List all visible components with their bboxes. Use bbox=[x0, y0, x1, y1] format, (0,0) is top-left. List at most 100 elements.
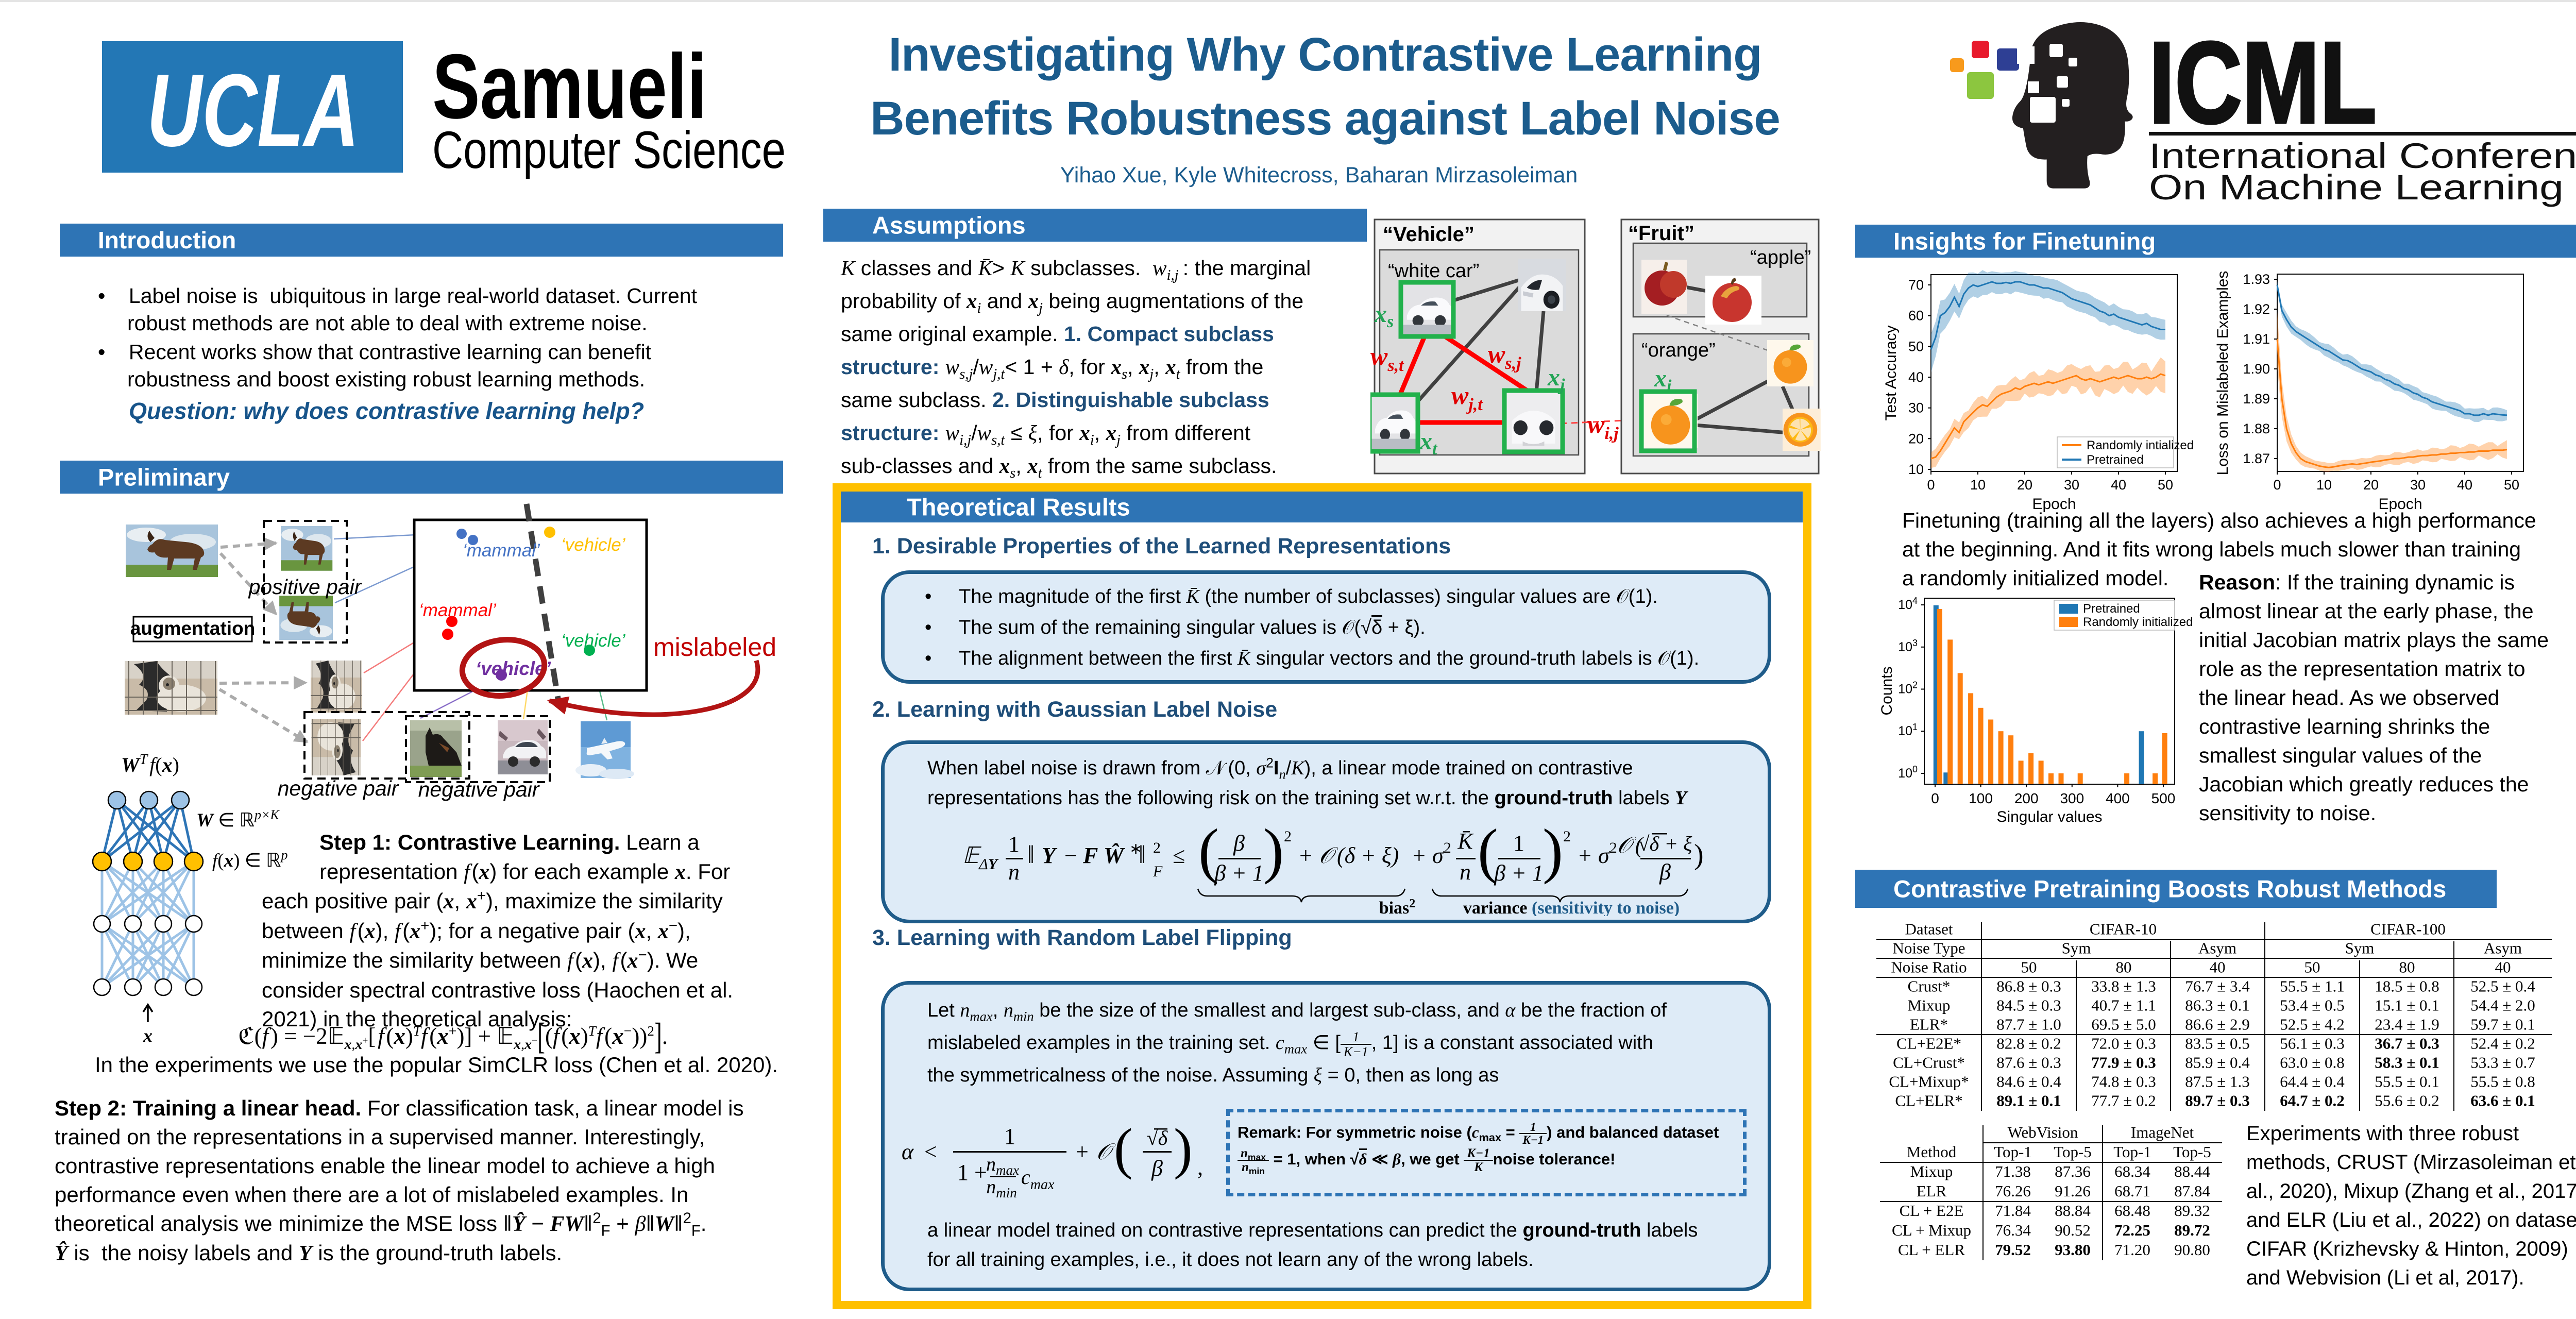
svg-text:Computer Science: Computer Science bbox=[432, 121, 786, 179]
svg-text:1: 1 bbox=[1513, 831, 1524, 856]
svg-text:55.5 ± 0.1: 55.5 ± 0.1 bbox=[2375, 1073, 2439, 1091]
svg-text:σ2: σ2 bbox=[1432, 839, 1451, 868]
svg-text:bias2: bias2 bbox=[1379, 897, 1416, 916]
svg-text:1.90: 1.90 bbox=[2243, 361, 2270, 377]
svg-text:β + 1: β + 1 bbox=[1214, 860, 1264, 886]
svg-text:Mixup: Mixup bbox=[1908, 996, 1951, 1014]
svg-text:53.4 ± 0.5: 53.4 ± 0.5 bbox=[2280, 996, 2345, 1014]
svg-text:√δ + ξ: √δ + ξ bbox=[1638, 832, 1693, 855]
svg-text:“apple”: “apple” bbox=[1750, 247, 1811, 268]
svg-text:90.52: 90.52 bbox=[2055, 1221, 2091, 1239]
svg-text:71.20: 71.20 bbox=[2114, 1241, 2150, 1259]
svg-text:UCLA: UCLA bbox=[147, 53, 359, 168]
svg-text:Pretrained: Pretrained bbox=[2083, 602, 2140, 616]
svg-text:ImageNet: ImageNet bbox=[2131, 1123, 2194, 1141]
svg-text:<: < bbox=[924, 1139, 937, 1164]
svg-text:f(x) ∈ ℝp: f(x) ∈ ℝp bbox=[212, 848, 287, 872]
svg-text:54.4 ± 2.0: 54.4 ± 2.0 bbox=[2470, 996, 2535, 1014]
svg-text:CL+Mixup*: CL+Mixup* bbox=[1889, 1073, 1969, 1091]
svg-text:Sym: Sym bbox=[2062, 939, 2091, 957]
svg-text:Top-5: Top-5 bbox=[2054, 1143, 2092, 1161]
svg-text:1.87: 1.87 bbox=[2243, 451, 2270, 466]
svg-text:89.7 ± 0.3: 89.7 ± 0.3 bbox=[2185, 1092, 2250, 1110]
svg-text:30: 30 bbox=[1908, 400, 1924, 416]
svg-text:Loss on Mislabeled Examples: Loss on Mislabeled Examples bbox=[2214, 271, 2231, 476]
svg-text:88.44: 88.44 bbox=[2174, 1162, 2210, 1180]
svg-text:68.34: 68.34 bbox=[2114, 1162, 2150, 1180]
svg-text:K̄: K̄ bbox=[1457, 828, 1474, 854]
svg-text:2: 2 bbox=[1284, 828, 1292, 845]
svg-text:Counts: Counts bbox=[1878, 666, 1895, 715]
svg-text:63.0 ± 0.8: 63.0 ± 0.8 bbox=[2280, 1054, 2345, 1072]
svg-text:80: 80 bbox=[2116, 958, 2132, 976]
svg-text:87.6 ± 0.3: 87.6 ± 0.3 bbox=[1996, 1054, 2061, 1072]
svg-text:40: 40 bbox=[1908, 369, 1924, 385]
svg-text:Dataset: Dataset bbox=[1905, 920, 1953, 938]
svg-text:‘mammal’: ‘mammal’ bbox=[419, 600, 497, 620]
svg-text:72.25: 72.25 bbox=[2114, 1221, 2150, 1239]
svg-text:+: + bbox=[1413, 843, 1426, 868]
svg-text:CL+Crust*: CL+Crust* bbox=[1893, 1054, 1965, 1072]
svg-text:Epoch: Epoch bbox=[2032, 496, 2076, 513]
svg-text:36.7 ± 0.3: 36.7 ± 0.3 bbox=[2375, 1035, 2439, 1053]
svg-text:87.36: 87.36 bbox=[2055, 1162, 2091, 1180]
svg-text:“Fruit”: “Fruit” bbox=[1628, 222, 1694, 245]
svg-text:n: n bbox=[1008, 859, 1020, 885]
svg-text:20: 20 bbox=[2017, 477, 2032, 493]
svg-text:1.93: 1.93 bbox=[2243, 272, 2270, 287]
svg-text:40.7 ± 1.1: 40.7 ± 1.1 bbox=[2091, 996, 2156, 1014]
svg-text:50: 50 bbox=[2304, 958, 2320, 976]
svg-text:64.4 ± 0.4: 64.4 ± 0.4 bbox=[2280, 1073, 2345, 1091]
svg-text:1.89: 1.89 bbox=[2243, 391, 2270, 407]
svg-text:90.80: 90.80 bbox=[2174, 1241, 2210, 1259]
svg-text:87.84: 87.84 bbox=[2174, 1182, 2210, 1200]
svg-text:Top-5: Top-5 bbox=[2173, 1143, 2211, 1161]
svg-text:100: 100 bbox=[1969, 790, 1993, 806]
svg-text:55.6 ± 0.2: 55.6 ± 0.2 bbox=[2375, 1092, 2439, 1110]
svg-text:86.3 ± 0.1: 86.3 ± 0.1 bbox=[2185, 996, 2250, 1014]
svg-text:52.4 ± 0.2: 52.4 ± 0.2 bbox=[2470, 1035, 2535, 1053]
svg-text:71.38: 71.38 bbox=[1995, 1162, 2031, 1180]
svg-text:86.8 ± 0.3: 86.8 ± 0.3 bbox=[1996, 977, 2061, 995]
svg-text:100: 100 bbox=[1898, 764, 1918, 781]
svg-text:Pretrained: Pretrained bbox=[2087, 453, 2144, 467]
svg-text:β: β bbox=[1151, 1156, 1163, 1181]
svg-text:positive pair: positive pair bbox=[248, 575, 363, 599]
svg-text:“Vehicle”: “Vehicle” bbox=[1383, 223, 1475, 246]
svg-text:): ) bbox=[1263, 817, 1284, 885]
svg-text:On Machine Learning: On Machine Learning bbox=[2149, 167, 2564, 207]
svg-text:Asym: Asym bbox=[2198, 939, 2236, 957]
svg-text:20: 20 bbox=[2363, 477, 2379, 493]
svg-text:64.7 ± 0.2: 64.7 ± 0.2 bbox=[2280, 1092, 2345, 1110]
svg-text:): ) bbox=[1694, 839, 1704, 871]
svg-text:93.80: 93.80 bbox=[2055, 1241, 2091, 1259]
svg-text:10: 10 bbox=[1970, 477, 1986, 493]
svg-text:55.5 ± 0.8: 55.5 ± 0.8 bbox=[2470, 1073, 2535, 1091]
svg-text:Noise Type: Noise Type bbox=[1892, 939, 1965, 957]
svg-text:69.5 ± 5.0: 69.5 ± 5.0 bbox=[2091, 1016, 2156, 1034]
svg-text:30: 30 bbox=[2064, 477, 2079, 493]
svg-text:Epoch: Epoch bbox=[2378, 496, 2422, 513]
svg-text:σ2𝒪 (: σ2𝒪 ( bbox=[1598, 833, 1644, 868]
svg-text:18.5 ± 0.8: 18.5 ± 0.8 bbox=[2375, 977, 2439, 995]
svg-text:84.6 ± 0.4: 84.6 ± 0.4 bbox=[1996, 1073, 2061, 1091]
svg-text:10: 10 bbox=[2316, 477, 2332, 493]
svg-text:ELR*: ELR* bbox=[1910, 1016, 1948, 1034]
svg-text:−: − bbox=[1064, 843, 1077, 868]
svg-text:50: 50 bbox=[2504, 477, 2519, 493]
svg-text:56.1 ± 0.3: 56.1 ± 0.3 bbox=[2280, 1035, 2345, 1053]
svg-text:400: 400 bbox=[2106, 790, 2130, 806]
svg-text:CL+E2E*: CL+E2E* bbox=[1896, 1035, 1961, 1053]
svg-text:International Conference: International Conference bbox=[2149, 136, 2576, 176]
svg-text:87.7 ± 1.0: 87.7 ± 1.0 bbox=[1996, 1016, 2061, 1034]
svg-text:nmax: nmax bbox=[986, 1154, 1019, 1178]
svg-text:1.91: 1.91 bbox=[2243, 331, 2270, 347]
svg-text:): ) bbox=[1174, 1117, 1193, 1180]
svg-text:63.6 ± 0.1: 63.6 ± 0.1 bbox=[2470, 1092, 2535, 1110]
svg-text:Y: Y bbox=[1042, 843, 1058, 868]
svg-text:80: 80 bbox=[2399, 958, 2415, 976]
svg-text:Sym: Sym bbox=[2345, 939, 2375, 957]
svg-text:β + 1: β + 1 bbox=[1494, 860, 1544, 886]
svg-text:𝒪 (δ + ξ): 𝒪 (δ + ξ) bbox=[1319, 843, 1399, 868]
svg-text:500: 500 bbox=[2151, 790, 2176, 806]
